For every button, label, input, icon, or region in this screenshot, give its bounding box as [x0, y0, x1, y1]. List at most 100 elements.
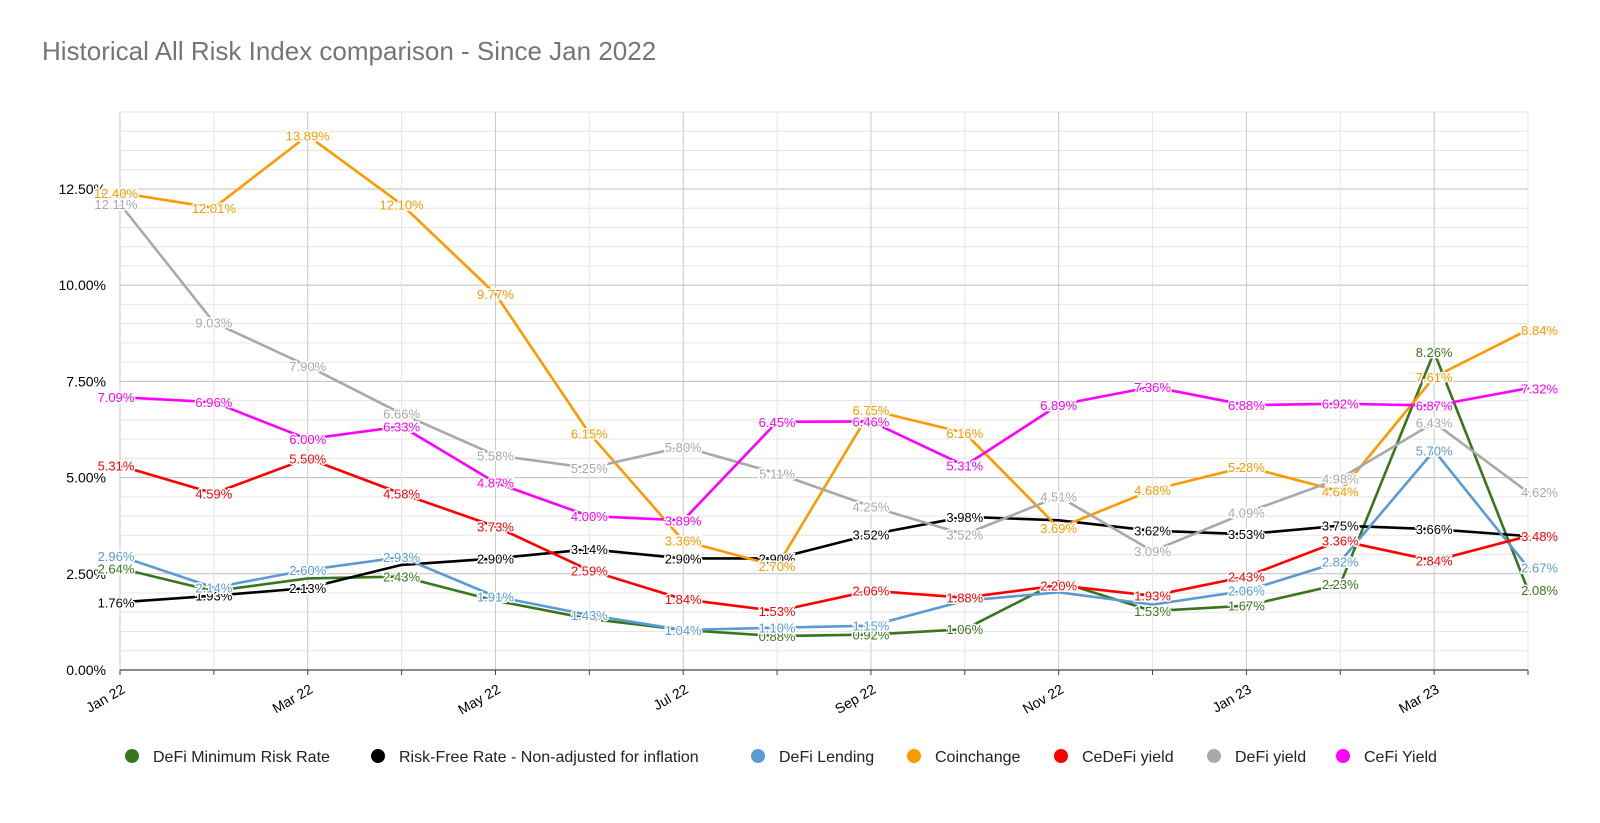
legend-item: DeFi yield: [1207, 749, 1306, 766]
data-label: 1.88%: [946, 591, 983, 606]
data-label: 6.92%: [1322, 397, 1359, 412]
data-label: 2.14%: [195, 581, 232, 596]
data-label: 1.67%: [1228, 599, 1265, 614]
data-label: 3.52%: [852, 528, 889, 543]
gridlines: [119, 111, 1529, 670]
data-label: 7.36%: [1134, 380, 1171, 395]
data-label: 12.11%: [94, 197, 138, 212]
data-label: 9.03%: [195, 316, 232, 331]
data-label: 6.96%: [195, 395, 232, 410]
legend-item: CeFi Yield: [1336, 749, 1437, 766]
data-label: 1.53%: [1134, 604, 1171, 619]
data-label: 6.16%: [946, 426, 983, 441]
data-label: 2.08%: [1521, 583, 1558, 598]
data-label: 2.13%: [289, 581, 326, 596]
data-label: 2.64%: [98, 561, 135, 576]
data-label: 3.09%: [1134, 544, 1171, 559]
data-label: 4.62%: [1521, 485, 1558, 500]
legend: DeFi Minimum Risk Rate Risk-Free Rate - N…: [125, 749, 1437, 766]
data-label: 6.33%: [383, 419, 420, 434]
data-label: 7.09%: [98, 390, 135, 405]
data-label: 0.88%: [759, 629, 796, 644]
data-label: 3.62%: [1134, 524, 1171, 539]
data-label: 2.82%: [1322, 554, 1359, 569]
data-label: 1.04%: [665, 623, 702, 638]
data-label: 3.52%: [946, 528, 983, 543]
data-label: 3.98%: [946, 510, 983, 525]
x-tick-label: Jan 22: [83, 681, 128, 716]
data-label: 3.73%: [477, 519, 514, 534]
data-label: 4.25%: [852, 499, 889, 514]
data-label: 1.93%: [195, 589, 232, 604]
data-label: 6.15%: [571, 426, 608, 441]
legend-label: DeFi Lending: [779, 749, 874, 766]
series-lines: [118, 134, 1530, 638]
data-label: 7.32%: [1521, 381, 1558, 396]
data-label: 4.68%: [1134, 483, 1171, 498]
data-label: 8.84%: [1521, 323, 1558, 338]
data-label: 4.51%: [1040, 489, 1077, 504]
data-label: 7.61%: [1416, 370, 1453, 385]
data-label: 4.00%: [571, 509, 608, 524]
legend-label: CeDeFi yield: [1082, 749, 1174, 766]
legend-item: Coinchange: [907, 749, 1021, 766]
series-line-1: [118, 515, 1530, 604]
legend-marker: [125, 749, 139, 763]
data-label: 6.46%: [852, 414, 889, 429]
series-line-3: [118, 134, 1530, 568]
data-label: 2.90%: [759, 551, 796, 566]
data-label: 5.31%: [946, 459, 983, 474]
data-label: 12.01%: [192, 201, 237, 216]
data-label: 7.90%: [289, 359, 326, 374]
data-label: 6.00%: [289, 432, 326, 447]
data-label: 5.50%: [289, 451, 326, 466]
data-label: 5.28%: [1228, 460, 1265, 475]
data-label: 3.36%: [1322, 534, 1359, 549]
x-tick-label: Sep 22: [832, 681, 879, 717]
data-label: 4.98%: [1322, 471, 1359, 486]
data-label: 2.06%: [1228, 584, 1265, 599]
legend-label: DeFi yield: [1235, 749, 1306, 766]
legend-item: DeFi Lending: [751, 749, 874, 766]
data-label: 6.66%: [383, 407, 420, 422]
series-line-6: [118, 385, 1530, 522]
legend-item: DeFi Minimum Risk Rate: [125, 749, 330, 766]
legend-marker: [907, 749, 921, 763]
data-label: 2.90%: [665, 551, 702, 566]
data-label: 1.15%: [852, 619, 889, 634]
data-label: 2.60%: [289, 563, 326, 578]
data-label: 3.66%: [1416, 522, 1453, 537]
data-label: 1.43%: [571, 608, 608, 623]
data-label: 2.96%: [98, 549, 135, 564]
data-label: 1.93%: [1134, 589, 1171, 604]
y-tick-label: 7.50%: [66, 373, 106, 389]
legend-marker: [1336, 749, 1350, 763]
data-label: 8.26%: [1416, 345, 1453, 360]
data-label: 0.92%: [852, 628, 889, 643]
data-labels: 2.64% 2.43% 0.88% 0.92% 1.06% 1.53% 1.67% 2.23%…: [92, 127, 1559, 646]
data-label: 2.06%: [852, 584, 889, 599]
data-label: 5.11%: [759, 466, 795, 481]
data-label: 3.89%: [665, 513, 702, 528]
data-label: 1.06%: [946, 622, 983, 637]
legend-marker: [751, 749, 765, 763]
data-label: 12.10%: [380, 197, 425, 212]
y-tick-label: 12.50%: [59, 181, 106, 197]
data-label: 2.43%: [1228, 569, 1265, 584]
x-tick-label: Mar 22: [269, 681, 315, 717]
series-line-4: [118, 456, 1530, 613]
legend-marker: [1054, 749, 1068, 763]
x-tick-label: Jul 22: [650, 681, 691, 714]
legend-label: CeFi Yield: [1364, 749, 1437, 766]
data-label: 4.09%: [1228, 506, 1265, 521]
legend-label: DeFi Minimum Risk Rate: [153, 749, 330, 766]
data-label: 3.53%: [1228, 527, 1265, 542]
data-label: 4.64%: [1322, 484, 1359, 499]
data-label: 6.89%: [1040, 398, 1077, 413]
data-label: 2.59%: [571, 563, 608, 578]
data-label: 1.84%: [665, 592, 702, 607]
series-line-5: [118, 202, 1530, 553]
data-label: 5.80%: [665, 440, 702, 455]
data-label: 2.20%: [1040, 578, 1077, 593]
